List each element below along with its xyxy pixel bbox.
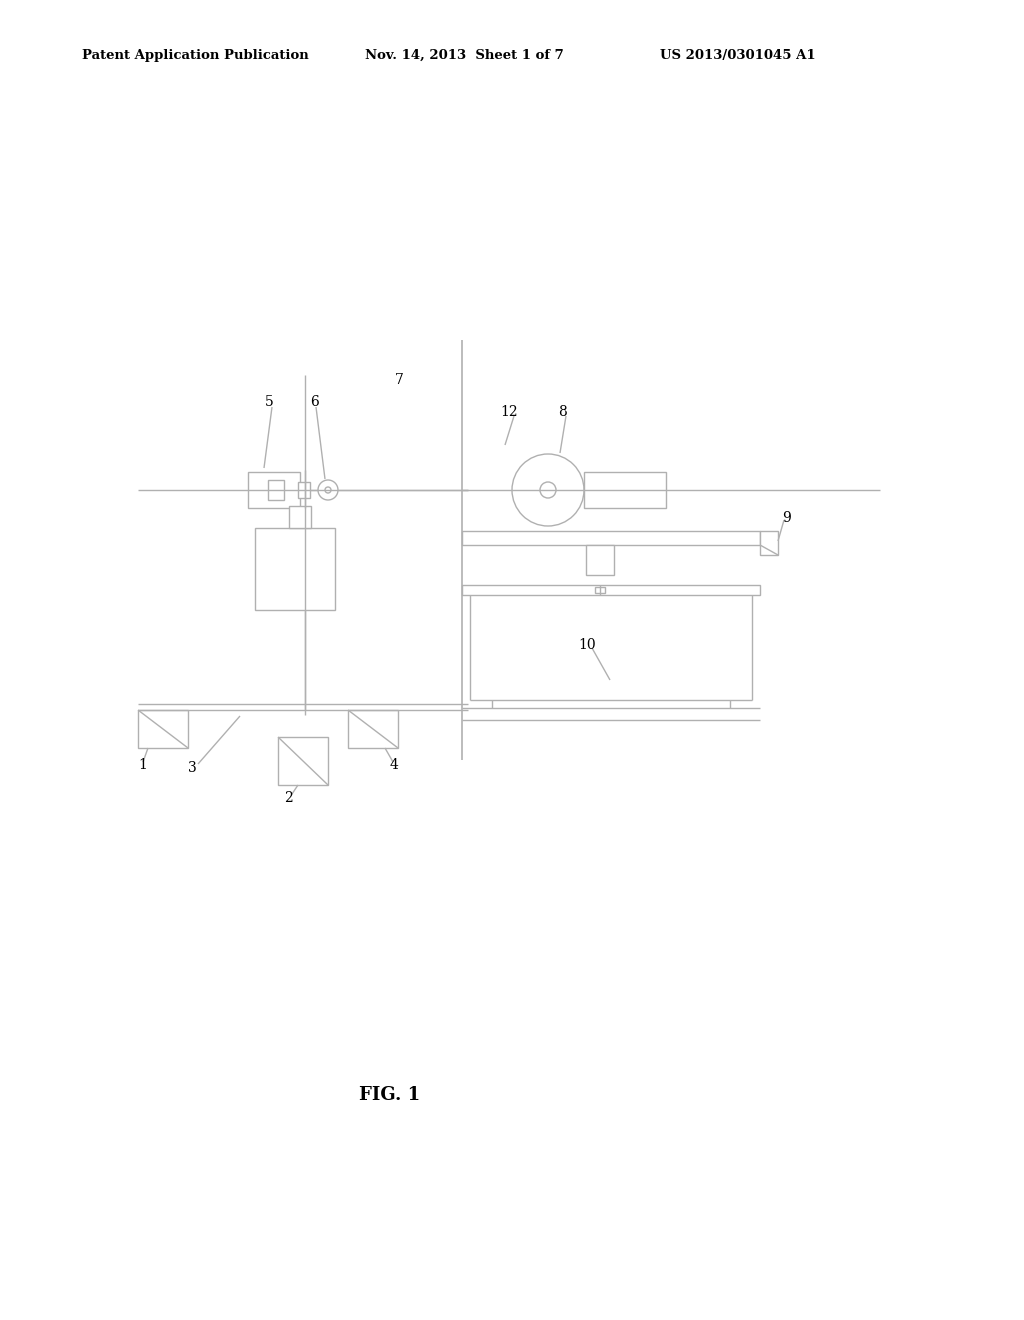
- Text: FIG. 1: FIG. 1: [359, 1086, 421, 1104]
- Text: 1: 1: [138, 758, 146, 772]
- Bar: [462, 585, 760, 595]
- Text: 9: 9: [782, 511, 791, 525]
- Text: 12: 12: [500, 405, 517, 418]
- Bar: [289, 506, 311, 528]
- Circle shape: [325, 487, 331, 492]
- Bar: [268, 480, 284, 500]
- Bar: [138, 710, 188, 748]
- Text: 10: 10: [578, 638, 596, 652]
- Bar: [462, 531, 760, 545]
- Circle shape: [540, 482, 556, 498]
- Bar: [278, 737, 328, 785]
- Bar: [248, 473, 300, 508]
- Text: 5: 5: [265, 395, 273, 409]
- Bar: [586, 545, 614, 576]
- Text: 2: 2: [284, 791, 293, 805]
- Bar: [255, 528, 335, 610]
- Text: US 2013/0301045 A1: US 2013/0301045 A1: [660, 49, 816, 62]
- Text: 8: 8: [558, 405, 566, 418]
- Bar: [298, 482, 310, 498]
- Text: 7: 7: [395, 374, 403, 387]
- Bar: [595, 587, 605, 593]
- Bar: [584, 473, 666, 508]
- Bar: [348, 710, 398, 748]
- Text: Patent Application Publication: Patent Application Publication: [82, 49, 309, 62]
- Bar: [760, 531, 778, 554]
- Text: 3: 3: [188, 762, 197, 775]
- Text: 4: 4: [390, 758, 399, 772]
- Text: Nov. 14, 2013  Sheet 1 of 7: Nov. 14, 2013 Sheet 1 of 7: [365, 49, 564, 62]
- Text: 6: 6: [310, 395, 318, 409]
- Circle shape: [318, 480, 338, 500]
- Circle shape: [512, 454, 584, 525]
